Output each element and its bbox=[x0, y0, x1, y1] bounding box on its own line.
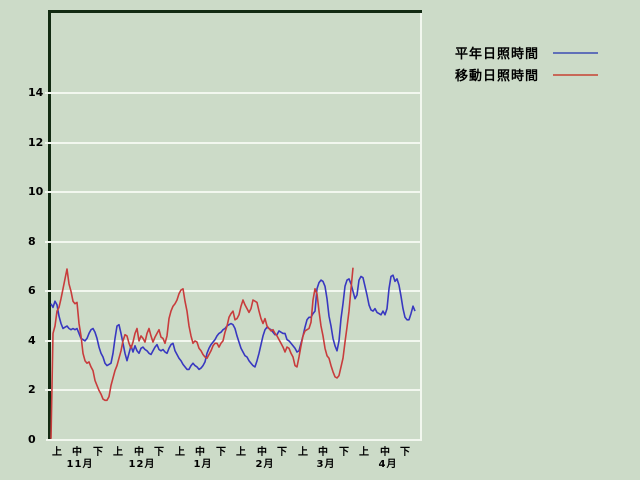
y-axis-label: 6 bbox=[28, 284, 36, 297]
gridline bbox=[45, 340, 420, 342]
x-month-label: 11月 bbox=[66, 459, 94, 470]
x-period-label: 上 bbox=[298, 447, 308, 458]
legend-line-blue-swatch bbox=[553, 52, 598, 54]
series-moving-sunshine-line bbox=[50, 267, 354, 439]
gridline bbox=[45, 290, 420, 292]
legend-label-normal: 平年日照時間 bbox=[455, 46, 540, 62]
legend-item-normal: 平年日照時間 bbox=[455, 44, 605, 66]
y-axis-label: 4 bbox=[28, 334, 36, 347]
plot-border-bottom bbox=[46, 439, 422, 441]
plot-border-left bbox=[48, 10, 51, 441]
x-period-label: 中 bbox=[134, 447, 144, 458]
legend-label-moving: 移動日照時間 bbox=[455, 68, 540, 84]
x-month-label: 3月 bbox=[316, 459, 336, 470]
legend-item-moving: 移動日照時間 bbox=[455, 66, 605, 88]
x-period-label: 中 bbox=[72, 447, 82, 458]
y-axis-label: 2 bbox=[28, 383, 36, 396]
plot-border-right bbox=[420, 13, 422, 441]
x-month-label: 12月 bbox=[128, 459, 156, 470]
gridline bbox=[45, 191, 420, 193]
x-month-label: 2月 bbox=[255, 459, 275, 470]
y-axis-label: 8 bbox=[28, 235, 36, 248]
x-period-label: 上 bbox=[52, 447, 62, 458]
y-axis-label: 10 bbox=[28, 185, 44, 198]
x-period-label: 上 bbox=[113, 447, 123, 458]
series-normal-sunshine-line bbox=[50, 274, 416, 371]
x-period-label: 下 bbox=[400, 447, 410, 458]
x-period-label: 下 bbox=[339, 447, 349, 458]
x-period-label: 下 bbox=[277, 447, 287, 458]
x-period-label: 下 bbox=[154, 447, 164, 458]
gridline bbox=[45, 142, 420, 144]
x-period-label: 中 bbox=[380, 447, 390, 458]
x-period-label: 中 bbox=[257, 447, 267, 458]
x-period-label: 下 bbox=[93, 447, 103, 458]
x-period-label: 上 bbox=[236, 447, 246, 458]
gridline bbox=[45, 389, 420, 391]
x-month-label: 4月 bbox=[378, 459, 398, 470]
legend: 平年日照時間 移動日照時間 bbox=[455, 44, 605, 88]
y-axis-label: 0 bbox=[28, 433, 36, 446]
x-period-label: 下 bbox=[216, 447, 226, 458]
y-axis-label: 12 bbox=[28, 136, 44, 149]
legend-line-red-swatch bbox=[553, 74, 598, 76]
y-axis-label: 14 bbox=[28, 86, 44, 99]
gridline bbox=[45, 92, 420, 94]
x-period-label: 上 bbox=[175, 447, 185, 458]
x-period-label: 中 bbox=[318, 447, 328, 458]
gridline bbox=[45, 241, 420, 243]
x-period-label: 上 bbox=[359, 447, 369, 458]
x-period-label: 中 bbox=[195, 447, 205, 458]
plot-border-top bbox=[48, 10, 422, 13]
x-month-label: 1月 bbox=[193, 459, 213, 470]
